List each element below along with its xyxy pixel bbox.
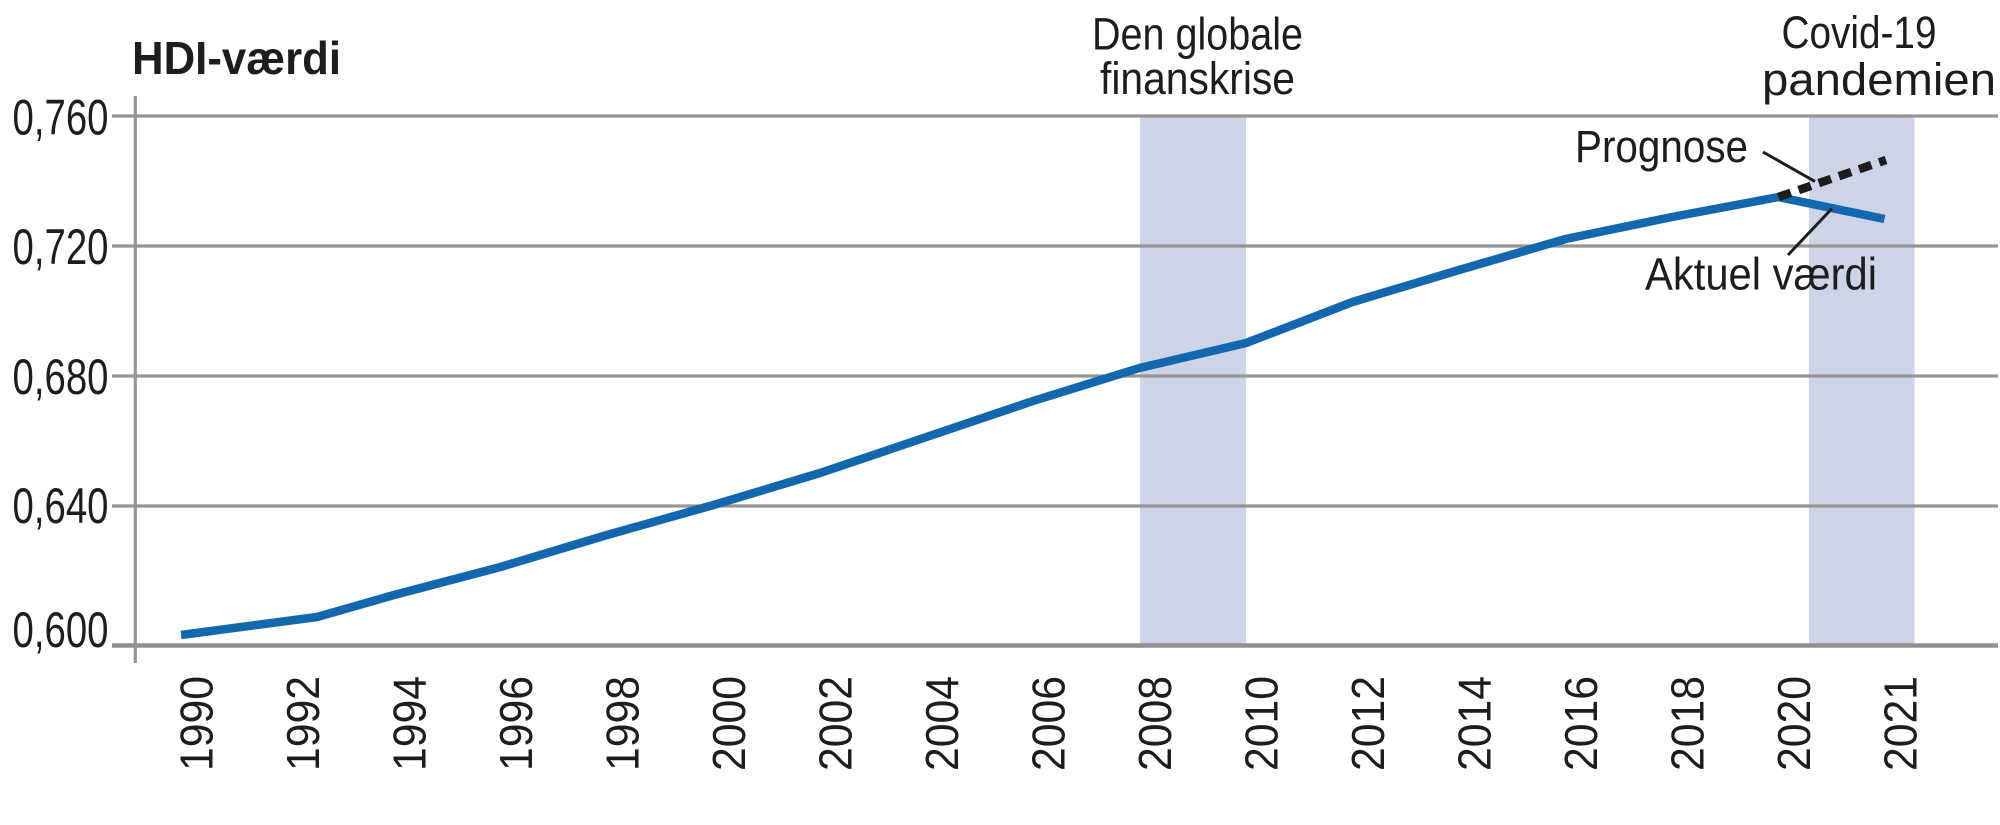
- svg-text:1994: 1994: [384, 676, 436, 771]
- svg-text:1990: 1990: [171, 676, 223, 771]
- svg-text:2021: 2021: [1875, 676, 1927, 771]
- svg-text:1996: 1996: [490, 676, 542, 771]
- svg-text:Prognose: Prognose: [1575, 121, 1748, 172]
- svg-text:0,600: 0,600: [13, 602, 109, 658]
- svg-text:2012: 2012: [1342, 676, 1394, 771]
- svg-text:HDI-værdi: HDI-værdi: [132, 32, 341, 84]
- svg-text:pandemien: pandemien: [1762, 54, 1996, 105]
- svg-text:finanskrise: finanskrise: [1100, 53, 1295, 104]
- svg-text:2010: 2010: [1236, 676, 1288, 771]
- svg-text:1998: 1998: [597, 676, 649, 771]
- svg-text:0,760: 0,760: [13, 90, 109, 146]
- svg-text:1992: 1992: [277, 676, 329, 771]
- svg-text:2018: 2018: [1662, 676, 1714, 771]
- svg-text:0,640: 0,640: [13, 478, 109, 534]
- svg-text:Den globale: Den globale: [1092, 9, 1303, 60]
- svg-text:2006: 2006: [1023, 676, 1075, 771]
- svg-text:2014: 2014: [1449, 676, 1501, 771]
- svg-text:2000: 2000: [703, 676, 755, 771]
- svg-text:2002: 2002: [810, 676, 862, 771]
- svg-text:0,680: 0,680: [13, 349, 109, 405]
- svg-text:2016: 2016: [1555, 676, 1607, 771]
- svg-text:2004: 2004: [916, 676, 968, 771]
- svg-text:Covid-19: Covid-19: [1782, 7, 1937, 58]
- svg-text:2008: 2008: [1129, 676, 1181, 771]
- svg-text:0,720: 0,720: [13, 219, 109, 275]
- svg-text:2020: 2020: [1768, 676, 1820, 771]
- svg-text:Aktuel værdi: Aktuel værdi: [1645, 248, 1877, 299]
